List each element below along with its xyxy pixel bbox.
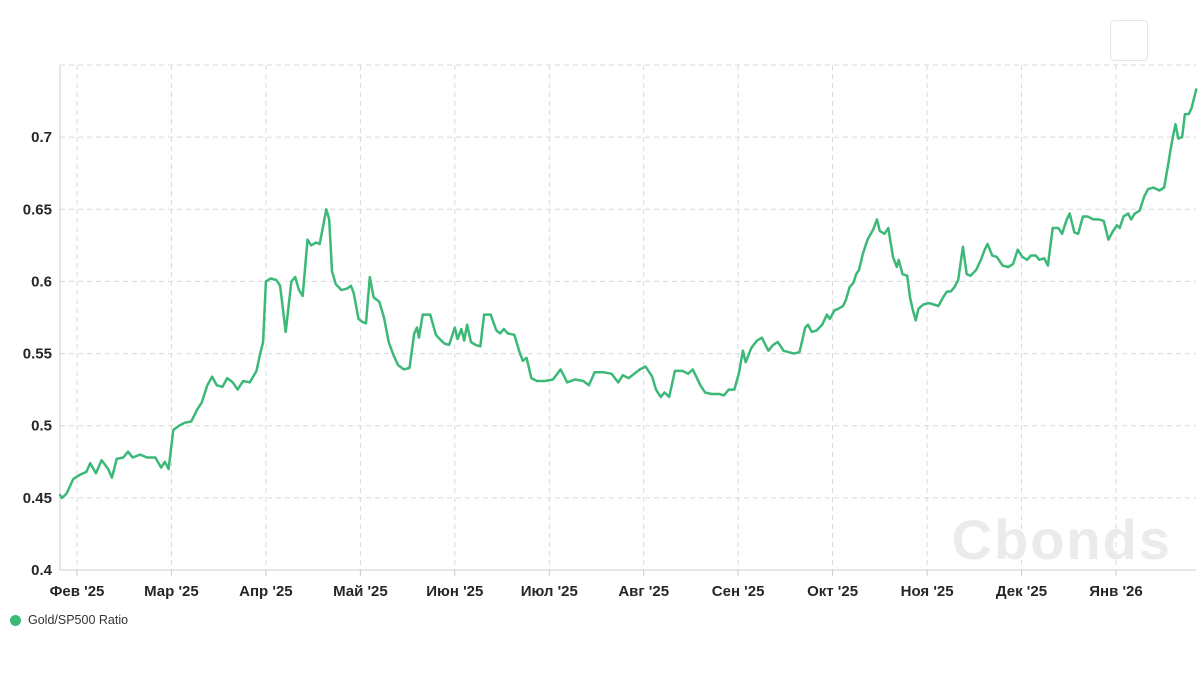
legend-dot-icon bbox=[10, 614, 21, 626]
legend-label: Gold/SP500 Ratio bbox=[28, 613, 129, 627]
x-axis-label: Янв '26 bbox=[1089, 583, 1142, 600]
x-axis-label: Дек '25 bbox=[996, 583, 1047, 600]
legend-item-gold-sp500[interactable]: Gold/SP500 Ratio bbox=[10, 613, 128, 627]
x-axis-label: Май '25 bbox=[333, 583, 388, 600]
y-axis-label: 0.45 bbox=[23, 490, 52, 507]
y-axis-label: 0.55 bbox=[23, 346, 52, 363]
x-axis-label: Мар '25 bbox=[144, 583, 199, 600]
x-axis-label: Авг '25 bbox=[618, 583, 669, 600]
x-axis-label: Окт '25 bbox=[807, 583, 858, 600]
y-axis-label: 0.7 bbox=[31, 129, 52, 146]
y-axis-label: 0.4 bbox=[31, 562, 53, 579]
x-axis-label: Июн '25 bbox=[426, 583, 483, 600]
chart-context-menu-button[interactable] bbox=[1110, 20, 1148, 61]
cbonds-watermark: Cbonds bbox=[951, 508, 1172, 571]
y-axis-label: 0.6 bbox=[31, 273, 52, 290]
gold-sp500-ratio-line[interactable] bbox=[58, 88, 1198, 500]
x-axis-label: Апр '25 bbox=[239, 583, 292, 600]
x-axis-label: Июл '25 bbox=[521, 583, 578, 600]
y-axis-label: 0.5 bbox=[31, 418, 52, 435]
x-axis-label: Сен '25 bbox=[712, 583, 765, 600]
y-axis-label: 0.65 bbox=[23, 201, 52, 218]
x-axis-label: Фев '25 bbox=[50, 583, 105, 600]
x-axis-label: Ноя '25 bbox=[901, 583, 954, 600]
